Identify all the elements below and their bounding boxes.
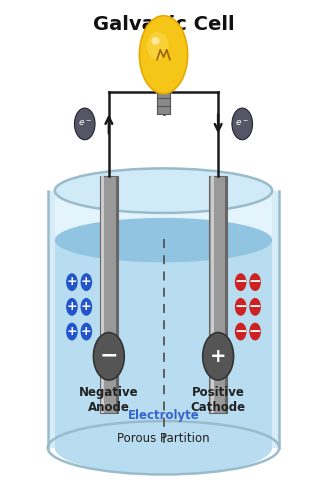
Circle shape bbox=[66, 273, 78, 291]
Text: −: − bbox=[249, 324, 262, 338]
Circle shape bbox=[232, 108, 252, 140]
Polygon shape bbox=[48, 190, 55, 448]
Ellipse shape bbox=[147, 32, 168, 60]
Text: −: − bbox=[249, 274, 262, 289]
Text: $e^-$: $e^-$ bbox=[78, 118, 92, 128]
Circle shape bbox=[80, 298, 92, 316]
Bar bbox=[116, 176, 118, 413]
Circle shape bbox=[203, 332, 233, 380]
Circle shape bbox=[235, 322, 247, 340]
Circle shape bbox=[66, 322, 78, 340]
Bar bbox=[100, 176, 118, 413]
Circle shape bbox=[75, 108, 95, 140]
Circle shape bbox=[249, 273, 261, 291]
Text: −: − bbox=[234, 324, 247, 338]
Text: −: − bbox=[249, 299, 262, 314]
Bar bbox=[101, 176, 105, 413]
Text: −: − bbox=[234, 274, 247, 289]
Ellipse shape bbox=[151, 37, 160, 45]
Text: −: − bbox=[99, 346, 118, 366]
Circle shape bbox=[66, 298, 78, 316]
Text: Positive
Cathode: Positive Cathode bbox=[191, 386, 246, 414]
Ellipse shape bbox=[139, 16, 188, 94]
Text: Galvanic Cell: Galvanic Cell bbox=[93, 15, 234, 34]
Bar bbox=[225, 176, 227, 413]
Bar bbox=[209, 176, 227, 413]
Text: Electrolyte: Electrolyte bbox=[128, 409, 199, 422]
Polygon shape bbox=[272, 190, 279, 448]
Polygon shape bbox=[55, 240, 272, 448]
Text: +: + bbox=[67, 300, 77, 313]
Circle shape bbox=[235, 273, 247, 291]
Text: −: − bbox=[234, 299, 247, 314]
Circle shape bbox=[235, 298, 247, 316]
Circle shape bbox=[249, 322, 261, 340]
Text: +: + bbox=[81, 275, 92, 288]
Bar bbox=[211, 176, 214, 413]
Text: $e^-$: $e^-$ bbox=[235, 118, 249, 128]
Ellipse shape bbox=[55, 218, 272, 262]
Circle shape bbox=[249, 298, 261, 316]
Text: +: + bbox=[81, 300, 92, 313]
Bar bbox=[157, 87, 170, 114]
Ellipse shape bbox=[55, 168, 272, 213]
Text: +: + bbox=[67, 324, 77, 338]
Ellipse shape bbox=[55, 421, 272, 474]
Circle shape bbox=[80, 322, 92, 340]
Circle shape bbox=[94, 332, 124, 380]
Text: +: + bbox=[81, 324, 92, 338]
Circle shape bbox=[80, 273, 92, 291]
Text: Porous Partition: Porous Partition bbox=[117, 432, 210, 446]
Text: +: + bbox=[210, 347, 226, 366]
Text: Negative
Anode: Negative Anode bbox=[79, 386, 139, 414]
Text: +: + bbox=[67, 275, 77, 288]
Polygon shape bbox=[55, 190, 272, 240]
